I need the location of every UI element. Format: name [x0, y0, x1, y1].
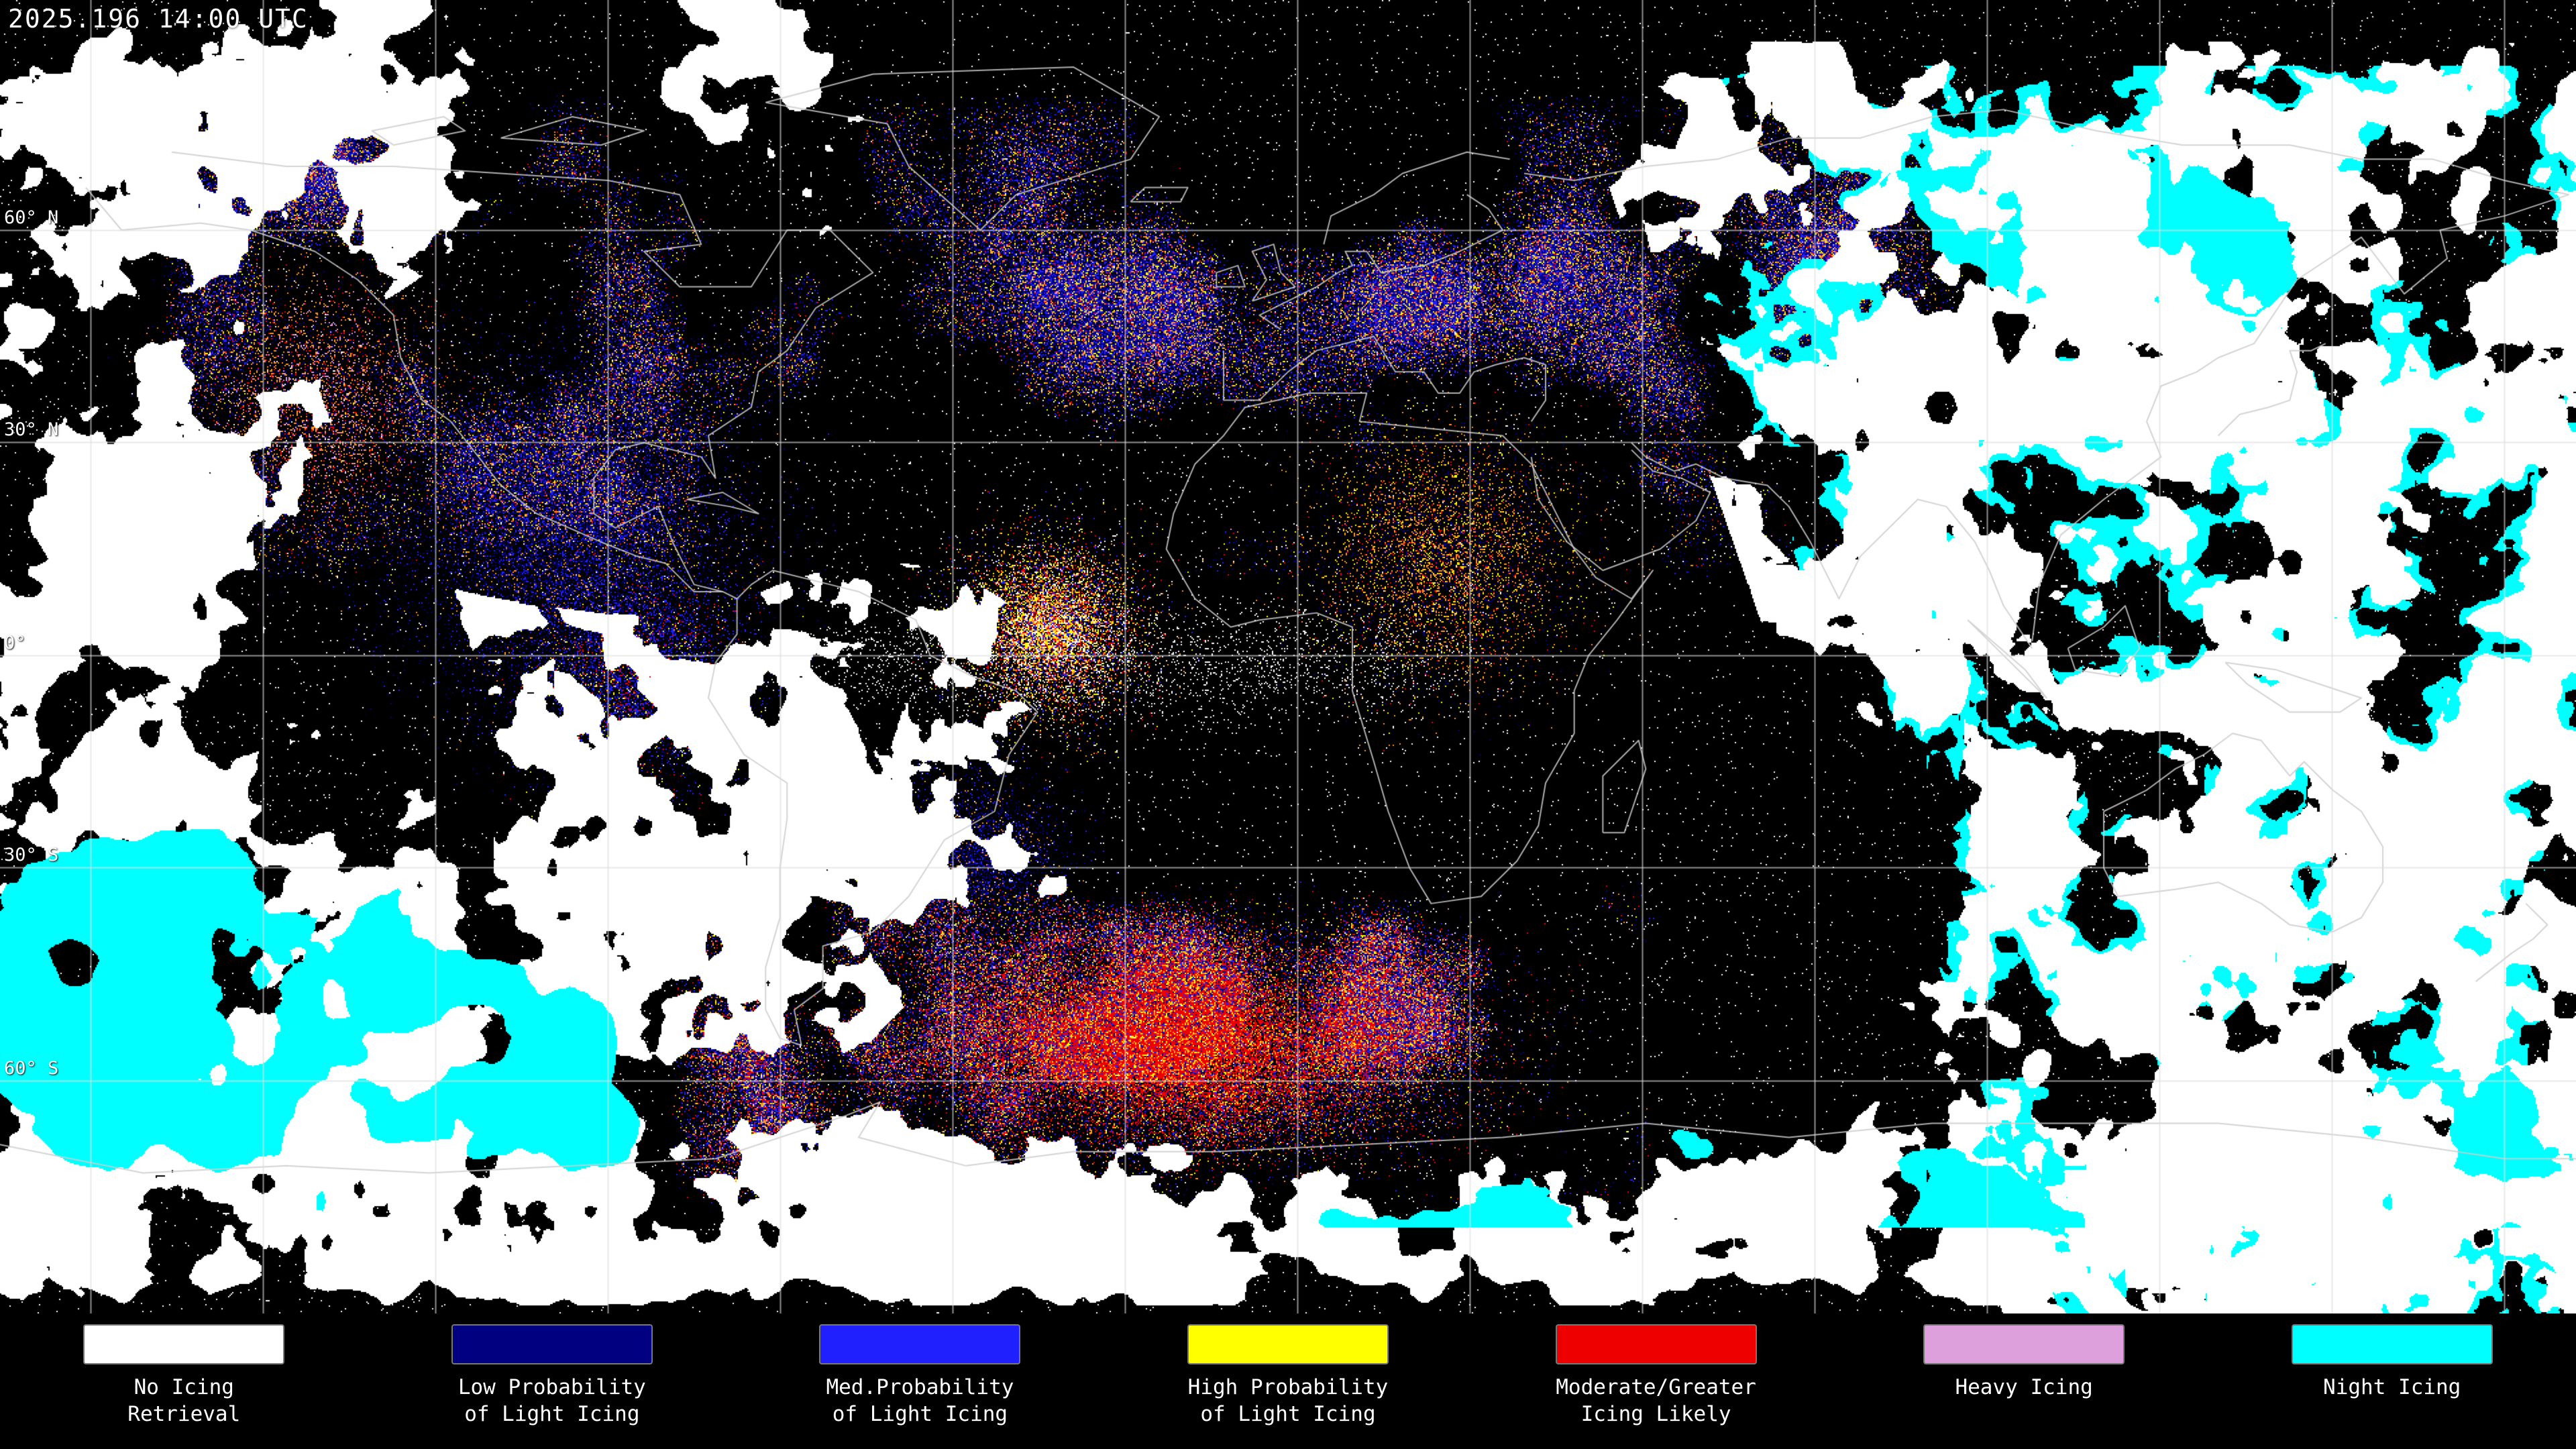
legend-swatch-moderate-greater	[1555, 1324, 1757, 1364]
legend-swatch-high-probability	[1187, 1324, 1389, 1364]
legend-swatch-heavy-icing	[1923, 1324, 2125, 1364]
legend-item-high-probability: High Probability of Light Icing	[1104, 1324, 1472, 1449]
legend-label-moderate-greater: Moderate/Greater Icing Likely	[1556, 1375, 1756, 1427]
legend-label-med-probability: Med.Probability of Light Icing	[826, 1375, 1014, 1427]
legend-swatch-no-icing	[83, 1324, 285, 1364]
legend-item-moderate-greater: Moderate/Greater Icing Likely	[1472, 1324, 1840, 1449]
latitude-label-eq: 0°	[4, 633, 26, 653]
legend-label-low-probability: Low Probability of Light Icing	[458, 1375, 646, 1427]
legend-item-night-icing: Night Icing	[2208, 1324, 2576, 1449]
legend-item-low-probability: Low Probability of Light Icing	[368, 1324, 737, 1449]
icing-map-canvas	[0, 0, 2576, 1313]
legend-label-heavy-icing: Heavy Icing	[1955, 1375, 2093, 1399]
map-area: 2025.196 14:00 UTC 60° N 30° N 0° 30° S …	[0, 0, 2576, 1313]
latitude-label-60n: 60° N	[4, 207, 59, 228]
legend-item-med-probability: Med.Probability of Light Icing	[736, 1324, 1104, 1449]
legend-swatch-low-probability	[451, 1324, 653, 1364]
latitude-label-60s: 60° S	[4, 1058, 59, 1079]
legend-item-no-icing: No Icing Retrieval	[0, 1324, 368, 1449]
legend-label-night-icing: Night Icing	[2323, 1375, 2461, 1399]
latitude-label-30s: 30° S	[4, 845, 59, 865]
legend-label-high-probability: High Probability of Light Icing	[1187, 1375, 1389, 1427]
legend: No Icing Retrieval Low Probability of Li…	[0, 1313, 2576, 1449]
legend-swatch-med-probability	[819, 1324, 1021, 1364]
timestamp: 2025.196 14:00 UTC	[8, 4, 309, 34]
legend-swatch-night-icing	[2291, 1324, 2493, 1364]
legend-item-heavy-icing: Heavy Icing	[1840, 1324, 2208, 1449]
legend-label-no-icing: No Icing Retrieval	[127, 1375, 241, 1427]
latitude-label-30n: 30° N	[4, 419, 59, 440]
